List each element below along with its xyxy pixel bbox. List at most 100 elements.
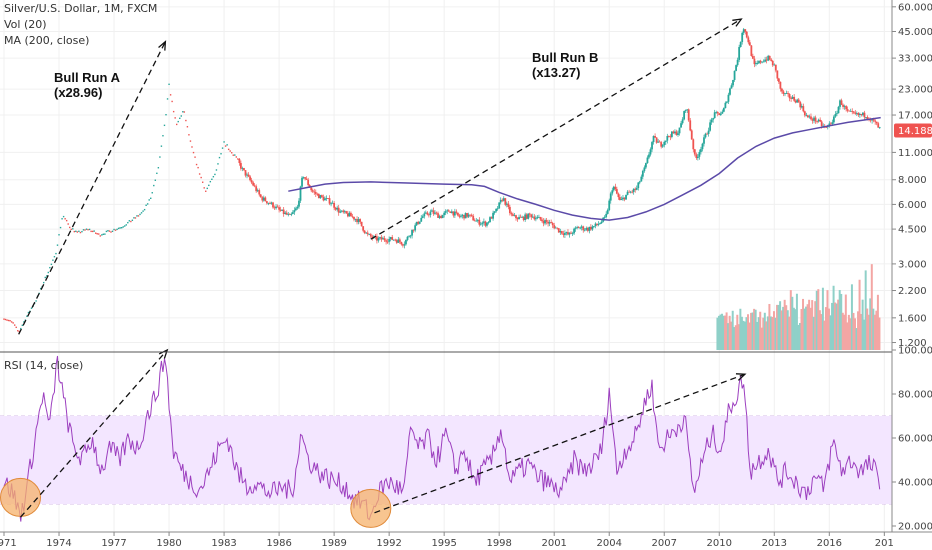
candle-body <box>776 70 779 79</box>
volume-bar <box>730 321 733 350</box>
candle-body <box>418 221 421 224</box>
candle-body <box>483 221 485 223</box>
candle-body <box>275 206 277 209</box>
volume-bar <box>850 284 853 350</box>
candle-body <box>606 209 609 214</box>
candle-body <box>739 41 742 48</box>
candle-body <box>276 206 279 208</box>
candle-body <box>524 214 527 220</box>
price-dot <box>93 230 95 232</box>
candle-body <box>405 239 407 245</box>
price-dot <box>99 235 101 237</box>
candle-body <box>325 198 328 199</box>
candle-body <box>353 216 355 220</box>
volume-bar <box>878 317 881 350</box>
candle-body <box>385 240 387 242</box>
rsi-indicator-label[interactable]: RSI (14, close) <box>4 359 84 372</box>
price-dot <box>220 153 222 155</box>
volume-bar <box>777 304 780 350</box>
volume-bar <box>765 321 768 350</box>
candle-body <box>440 216 443 219</box>
price-dot <box>140 212 143 214</box>
price-dot <box>43 281 45 284</box>
volume-bar <box>750 312 753 350</box>
candle-body <box>516 218 519 220</box>
candle-body <box>414 225 417 231</box>
candle-body <box>872 118 875 121</box>
price-dot <box>110 231 112 233</box>
volume-bar <box>742 320 745 350</box>
candle-body <box>848 110 851 112</box>
candle-body <box>748 42 751 46</box>
price-dot <box>209 180 212 183</box>
candle-body <box>264 197 267 202</box>
volume-bar <box>717 315 720 350</box>
volume-bar <box>794 309 797 350</box>
price-dot <box>64 218 66 220</box>
candle-body <box>246 174 248 176</box>
candle-body <box>663 141 666 146</box>
time-axis-label: 2013 <box>762 538 787 549</box>
price-dot <box>102 233 105 235</box>
symbol-title[interactable]: Silver/U.S. Dollar, 1M, FXCM <box>4 2 158 15</box>
price-dot <box>171 100 173 103</box>
candle-body <box>614 186 617 190</box>
price-dot <box>62 215 65 218</box>
rsi-axis-label: 20.0000 <box>898 522 932 533</box>
candle-body <box>354 219 357 220</box>
volume-bar <box>716 317 719 350</box>
candle-body <box>670 131 673 137</box>
candle-body <box>327 198 329 199</box>
candle-body <box>291 212 294 214</box>
candle-body <box>842 104 844 107</box>
candle-body <box>813 117 815 121</box>
volume-indicator-label[interactable]: Vol (20) <box>4 18 47 31</box>
price-dot <box>197 166 199 169</box>
candle-body <box>577 227 580 229</box>
candle-body <box>314 192 317 194</box>
volume-bar <box>818 310 821 350</box>
candle-body <box>796 99 799 103</box>
ma-indicator-label[interactable]: MA (200, close) <box>4 34 90 47</box>
candle-body <box>790 98 793 99</box>
candle-body <box>583 229 586 231</box>
candle-body <box>877 123 880 128</box>
rsi-axis[interactable]: 20.0000 40.0000 60.0000 80.0000 100.0000 <box>892 346 932 533</box>
candle-body <box>250 180 253 183</box>
candle-body <box>556 227 559 229</box>
volume-bar <box>721 313 724 350</box>
volume-bar <box>866 308 869 350</box>
volume-bar <box>791 296 794 350</box>
candle-body <box>499 199 502 203</box>
last-price-label: 14.188 <box>898 126 932 137</box>
candle-body <box>585 228 588 230</box>
price-dot <box>55 252 57 255</box>
candle-body <box>281 209 284 211</box>
candle-body <box>492 212 494 219</box>
candle-body <box>371 236 374 238</box>
volume-bar <box>809 307 812 350</box>
time-axis-label: 2007 <box>652 538 677 549</box>
candle-body <box>802 106 805 112</box>
candle-body <box>684 110 687 112</box>
candle-body <box>799 102 802 108</box>
volume-bar <box>824 307 827 350</box>
volume-bar <box>863 319 866 350</box>
candle-body <box>574 227 577 229</box>
candle-body <box>452 211 455 216</box>
price-axis[interactable]: 1.200 1.600 2.200 3.000 4.500 6.000 8.000 11.00… <box>892 2 932 349</box>
candle-body <box>545 220 548 222</box>
candle-body <box>716 112 719 114</box>
candle-body <box>423 213 426 217</box>
candle-body <box>273 207 276 209</box>
volume-bar <box>861 299 864 350</box>
candle-body <box>490 217 493 219</box>
volume-bar <box>759 311 762 350</box>
volume-bar <box>743 321 746 350</box>
candle-body <box>681 119 684 124</box>
candle-body <box>343 211 346 213</box>
price-dot <box>165 114 167 116</box>
time-axis[interactable]: 1971 1974 1977 1980 1983 1986 1989 1992 1995 1998… <box>0 532 894 549</box>
candle-body <box>594 223 597 227</box>
price-dot <box>85 228 88 230</box>
